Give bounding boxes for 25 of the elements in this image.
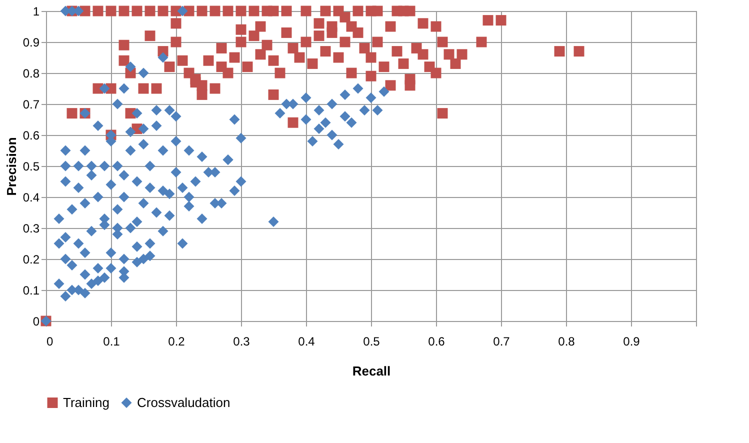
- y-tick-label: 0.7: [22, 98, 40, 112]
- x-tick-label: 0.1: [103, 334, 120, 348]
- y-tick-label: 0.6: [22, 128, 40, 142]
- y-tick-label: 0.1: [22, 284, 40, 298]
- x-tick-label: 0.6: [428, 334, 446, 348]
- y-tick-label: 0: [32, 314, 40, 328]
- x-tick-label: 0.5: [363, 334, 380, 348]
- y-tick-label: 0.9: [22, 36, 40, 50]
- legend-label: Training: [63, 394, 110, 410]
- x-tick-label: 0.4: [298, 334, 316, 348]
- x-tick-label: 0.8: [558, 334, 576, 348]
- x-tick-label: 0.3: [233, 334, 250, 348]
- y-axis-title: Precision: [4, 137, 19, 196]
- x-tick-label: 0: [46, 334, 54, 348]
- legend-label: Crossvaludation: [137, 394, 230, 410]
- y-tick-label: 0.3: [22, 222, 40, 236]
- y-tick-label: 0.2: [22, 252, 40, 266]
- x-tick-label: 0.7: [493, 334, 510, 348]
- y-tick-label: 0.4: [22, 190, 40, 204]
- x-axis-title: Recall: [352, 364, 391, 378]
- y-tick-label: 0.8: [22, 66, 40, 80]
- y-tick-label: 1: [32, 4, 40, 18]
- y-tick-label: 0.5: [22, 160, 40, 174]
- x-tick-label: 0.9: [623, 334, 640, 348]
- x-tick-label: 0.2: [168, 334, 186, 348]
